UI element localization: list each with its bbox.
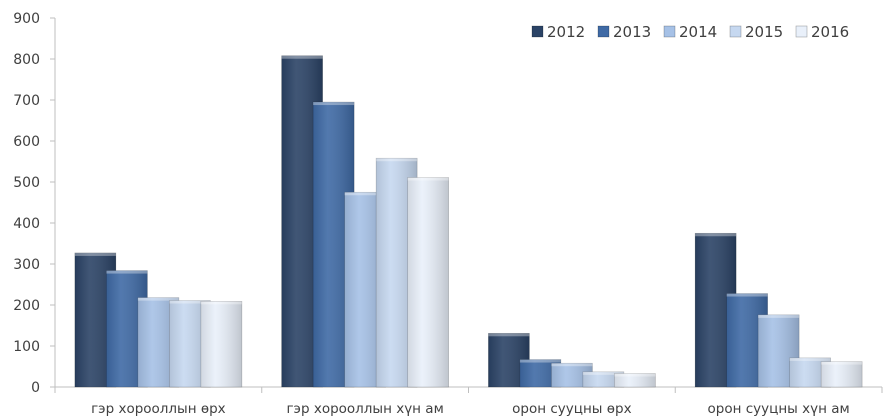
legend-item: 2013 [597, 23, 651, 41]
bar-top-highlight [407, 177, 449, 181]
y-tick-label: 100 [13, 339, 40, 355]
bar [757, 314, 800, 388]
legend-label: 2013 [613, 23, 651, 41]
bar-top-highlight [582, 371, 624, 375]
y-tick-label: 500 [13, 175, 40, 191]
legend-swatch [729, 25, 742, 38]
legend-swatch [663, 25, 676, 38]
y-tick-label: 200 [13, 298, 40, 314]
bar [407, 177, 449, 388]
legend-swatch [531, 25, 544, 38]
bar-shading [582, 371, 624, 387]
y-tick-label: 600 [13, 134, 40, 150]
legend: 2012 2013 2014 2015 2016 [531, 23, 849, 41]
legend-label: 2012 [547, 23, 585, 41]
bar [820, 361, 863, 388]
legend-item: 2014 [663, 23, 717, 41]
bar-top-highlight [169, 300, 211, 304]
legend-item: 2012 [531, 23, 585, 41]
bar-shading [407, 177, 449, 387]
bar-top-highlight [200, 301, 242, 305]
legend-item: 2016 [795, 23, 849, 41]
bar-top-highlight [695, 233, 737, 237]
bar-top-highlight [137, 297, 179, 301]
y-tick-label: 400 [13, 216, 40, 232]
legend-label: 2015 [745, 23, 783, 41]
bar-shading [821, 361, 863, 387]
x-category-label: гэр хорооллын өрх [91, 401, 226, 417]
bar-top-highlight [344, 192, 386, 196]
axis-labels: 0 100 200 300 400 500 600 700 800 900 гэр хорооллы… [13, 11, 849, 417]
bar-top-highlight [519, 359, 561, 363]
bar-top-highlight [488, 333, 530, 337]
bar [312, 101, 355, 388]
y-tick-label: 300 [13, 257, 40, 273]
legend-swatch [795, 25, 808, 38]
x-category-label: орон сууцны өрх [512, 401, 631, 417]
bar [614, 373, 656, 388]
legend-item: 2015 [729, 23, 783, 41]
bar-top-highlight [726, 293, 768, 297]
y-tick-label: 0 [31, 380, 40, 396]
legend-label: 2014 [679, 23, 717, 41]
bar-top-highlight [551, 363, 593, 367]
bar-top-highlight [789, 357, 831, 361]
y-tick-label: 900 [13, 11, 40, 27]
y-tick-label: 800 [13, 52, 40, 68]
bar-shading [614, 373, 656, 387]
bar-shading [200, 301, 242, 387]
legend-swatch [597, 25, 610, 38]
bars [74, 55, 863, 388]
y-tick-label: 700 [13, 93, 40, 109]
bar-top-highlight [376, 158, 418, 162]
bar [200, 301, 243, 388]
x-category-label: гэр хорооллын хүн ам [286, 401, 443, 417]
bar-top-highlight [614, 373, 656, 377]
x-category-label: орон сууцны хүн ам [708, 401, 850, 417]
bar-top-highlight [313, 102, 355, 106]
bar [551, 362, 593, 388]
legend-label: 2016 [811, 23, 849, 41]
bar-top-highlight [281, 55, 323, 59]
bar-shading [551, 363, 593, 387]
bar-top-highlight [106, 270, 148, 274]
bar-top-highlight [821, 361, 863, 365]
bar-top-highlight [758, 314, 800, 318]
bar-top-highlight [74, 252, 116, 256]
